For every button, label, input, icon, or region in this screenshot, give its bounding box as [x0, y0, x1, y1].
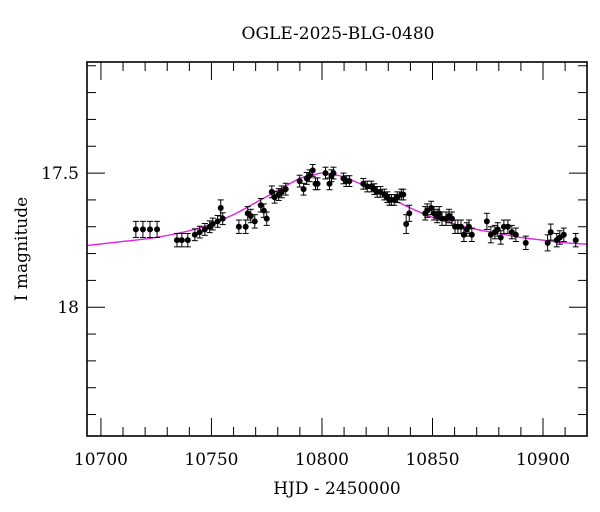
x-tick-label: 10700 [74, 450, 128, 470]
data-point [242, 219, 249, 234]
data-point [458, 219, 465, 234]
x-axis-ticks: 10700 10750 10800 10850 10900 [74, 62, 570, 470]
y-axis-label: I magnitude [12, 197, 32, 301]
data-point [403, 214, 410, 234]
data-point [251, 214, 258, 229]
chart-title: OGLE-2025-BLG-0480 [242, 24, 435, 44]
y-tick-label: 17.5 [41, 164, 79, 184]
plot-area [86, 163, 588, 252]
x-axis-label: HJD - 2450000 [273, 479, 401, 499]
data-point [309, 163, 316, 177]
data-point [154, 220, 161, 238]
data-point [468, 227, 475, 242]
data-point [209, 217, 216, 231]
data-point [184, 232, 191, 248]
data-point [572, 232, 579, 248]
data-point [178, 232, 185, 248]
data-point [206, 220, 213, 234]
data-point [400, 188, 407, 201]
data-point [132, 220, 139, 238]
x-tick-label: 10900 [516, 450, 570, 470]
data-point [219, 212, 226, 226]
data-point [322, 166, 329, 180]
data-point [196, 225, 203, 239]
data-point [512, 227, 519, 242]
data-point [146, 220, 153, 238]
data-point [263, 211, 270, 226]
data-point [330, 166, 337, 180]
data-point [560, 227, 567, 242]
x-tick-label: 10750 [184, 450, 238, 470]
data-point [235, 219, 242, 234]
plot-frame [86, 61, 588, 437]
data-point [522, 235, 529, 251]
data-point [300, 182, 307, 196]
data-point [406, 204, 413, 222]
data-point [214, 214, 221, 228]
data-point [314, 177, 321, 191]
data-point [346, 175, 353, 187]
data-point [191, 228, 198, 242]
data-point [282, 182, 289, 196]
data-point [547, 223, 554, 241]
data-point [296, 174, 303, 188]
y-tick-label: 18 [57, 298, 79, 318]
data-point [497, 230, 504, 245]
data-point [201, 223, 208, 236]
data-point [217, 199, 224, 217]
data-point [139, 220, 146, 238]
data-point [544, 234, 551, 252]
data-point [483, 212, 490, 230]
x-tick-label: 10800 [295, 450, 349, 470]
x-tick-label: 10850 [405, 450, 459, 470]
y-axis-ticks: 17.5 18 [41, 65, 587, 416]
